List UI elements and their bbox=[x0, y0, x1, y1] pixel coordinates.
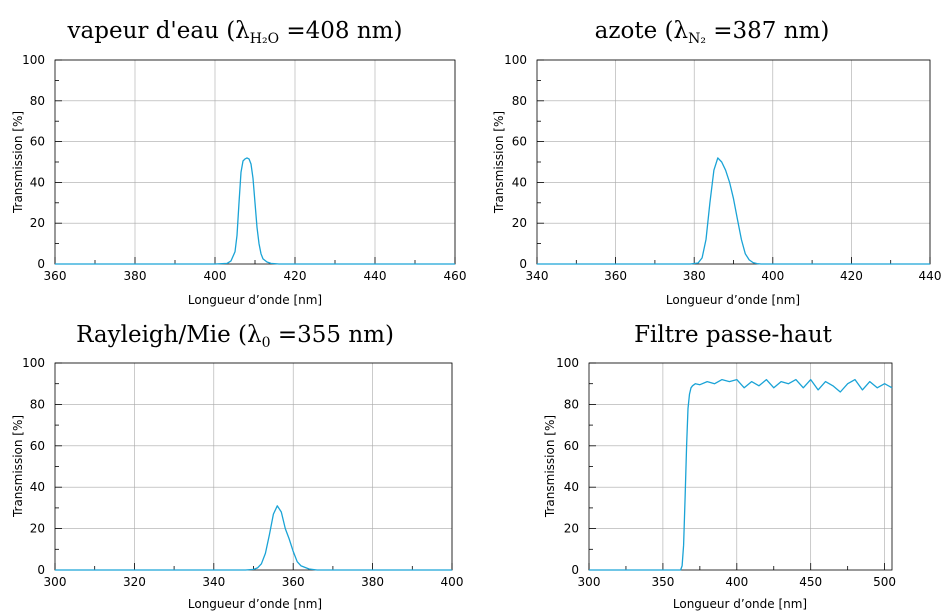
chart-1-ytick-label-3: 60 bbox=[30, 135, 45, 149]
chart-3-title-main: Rayleigh/Mie (λ bbox=[76, 322, 262, 348]
chart-4-plot-frame bbox=[588, 362, 893, 571]
chart-2-ytick-label-5: 100 bbox=[504, 53, 527, 67]
chart-4-ytick-label-3: 60 bbox=[564, 439, 579, 453]
chart-2-ytick-label-1: 20 bbox=[512, 216, 527, 230]
chart-1-ytick-label-2: 40 bbox=[30, 175, 45, 189]
chart-4-title-main: Filtre passe-haut bbox=[634, 322, 833, 348]
chart-3-ytick-label-4: 80 bbox=[30, 397, 45, 411]
chart-2-title-main: azote (λ bbox=[595, 18, 688, 44]
chart-2-xtick-label-3: 400 bbox=[761, 269, 784, 283]
chart-3-ytick-label-2: 40 bbox=[30, 480, 45, 494]
chart-1-ytick-label-1: 20 bbox=[30, 216, 45, 230]
chart-4-xtick-label-3: 450 bbox=[799, 575, 822, 589]
chart-1-plot-frame bbox=[54, 59, 456, 265]
chart-4-ytick-label-2: 40 bbox=[564, 480, 579, 494]
chart-2-ytick-label-4: 80 bbox=[512, 94, 527, 108]
chart-2-xtick-label-2: 380 bbox=[683, 269, 706, 283]
chart-3-series-line-0 bbox=[55, 505, 452, 571]
chart-3-ytick-label-0: 0 bbox=[37, 563, 45, 577]
chart-2-xtick-label-5: 440 bbox=[919, 269, 942, 283]
chart-2-series-line-0 bbox=[537, 157, 930, 265]
chart-1-title-end: =408 nm) bbox=[279, 18, 402, 44]
chart-1-series-line-0 bbox=[55, 157, 455, 265]
chart-4-xtick-label-1: 350 bbox=[651, 575, 674, 589]
chart-4-xtick-label-2: 400 bbox=[725, 575, 748, 589]
chart-4-ytick-label-5: 100 bbox=[556, 356, 579, 370]
chart-1-xtick-label-3: 420 bbox=[284, 269, 307, 283]
chart-1: vapeur d'eau (λH₂O =408 nm)360 380 400 420 4… bbox=[11, 18, 466, 307]
chart-1-xtick-label-2: 400 bbox=[204, 269, 227, 283]
chart-4-series-line-0 bbox=[589, 378, 893, 571]
chart-1-ytick-label-5: 100 bbox=[22, 53, 45, 67]
chart-3-xtick-label-1: 320 bbox=[123, 575, 146, 589]
chart-2-xtick-label-4: 420 bbox=[840, 269, 863, 283]
chart-3-xtick-label-0: 300 bbox=[44, 575, 67, 589]
chart-1-xtick-label-0: 360 bbox=[44, 269, 67, 283]
chart-1-xtick-label-1: 380 bbox=[124, 269, 147, 283]
chart-3-xtick-label-3: 360 bbox=[282, 575, 305, 589]
chart-2-title-end: =387 nm) bbox=[706, 18, 829, 44]
chart-2-title-subscript: N₂ bbox=[688, 31, 706, 47]
chart-1-ytick-label-4: 80 bbox=[30, 94, 45, 108]
chart-2: azote (λN₂ =387 nm) 340 360 380 400 420 440 0 20… bbox=[492, 18, 941, 307]
chart-3-x-axis-label: Longueur d’onde [nm] bbox=[188, 597, 322, 611]
chart-1-title-subscript: H₂O bbox=[250, 31, 279, 47]
chart-4-y-axis-label: Transmission [%] bbox=[543, 415, 557, 518]
chart-3-plot-frame bbox=[54, 362, 453, 571]
chart-1-ytick-label-0: 0 bbox=[37, 257, 45, 271]
chart-1-title-main: vapeur d'eau (λ bbox=[67, 18, 250, 44]
chart-4: Filtre passe-haut 300 350 400 450 500 0 20 40 60 8… bbox=[543, 322, 896, 611]
chart-3: Rayleigh/Mie (λ0 =355 nm)300 320 340 360 380… bbox=[11, 322, 463, 611]
chart-1-xtick-label-4: 440 bbox=[364, 269, 387, 283]
chart-3-xtick-label-2: 340 bbox=[202, 575, 225, 589]
chart-2-title: azote (λN₂ =387 nm) bbox=[595, 18, 830, 47]
chart-2-y-axis-label: Transmission [%] bbox=[492, 111, 506, 214]
chart-2-ytick-label-3: 60 bbox=[512, 135, 527, 149]
chart-4-title: Filtre passe-haut bbox=[634, 322, 833, 348]
chart-2-xtick-label-1: 360 bbox=[604, 269, 627, 283]
chart-4-x-axis-label: Longueur d’onde [nm] bbox=[673, 597, 807, 611]
chart-3-ytick-label-1: 20 bbox=[30, 522, 45, 536]
chart-3-xtick-label-4: 380 bbox=[361, 575, 384, 589]
chart-4-ytick-label-4: 80 bbox=[564, 397, 579, 411]
chart-3-y-axis-label: Transmission [%] bbox=[11, 415, 25, 518]
chart-3-title-end: =355 nm) bbox=[271, 322, 394, 348]
chart-3-xtick-label-5: 400 bbox=[441, 575, 464, 589]
chart-2-ytick-label-0: 0 bbox=[519, 257, 527, 271]
chart-2-plot-frame bbox=[536, 59, 931, 265]
chart-2-ytick-label-2: 40 bbox=[512, 175, 527, 189]
chart-4-xtick-label-0: 300 bbox=[578, 575, 601, 589]
chart-4-ytick-label-1: 20 bbox=[564, 522, 579, 536]
chart-4-xtick-label-4: 500 bbox=[873, 575, 896, 589]
chart-4-ytick-label-0: 0 bbox=[571, 563, 579, 577]
chart-1-x-axis-label: Longueur d’onde [nm] bbox=[188, 293, 322, 307]
chart-3-title: Rayleigh/Mie (λ0 =355 nm) bbox=[76, 322, 394, 351]
chart-2-xtick-label-0: 340 bbox=[526, 269, 549, 283]
chart-1-xtick-label-5: 460 bbox=[444, 269, 467, 283]
chart-3-ytick-label-5: 100 bbox=[22, 356, 45, 370]
chart-1-title: vapeur d'eau (λH₂O =408 nm) bbox=[67, 18, 403, 47]
chart-3-title-subscript: 0 bbox=[262, 335, 271, 351]
chart-2-x-axis-label: Longueur d’onde [nm] bbox=[666, 293, 800, 307]
chart-3-ytick-label-3: 60 bbox=[30, 439, 45, 453]
chart-1-y-axis-label: Transmission [%] bbox=[11, 111, 25, 214]
